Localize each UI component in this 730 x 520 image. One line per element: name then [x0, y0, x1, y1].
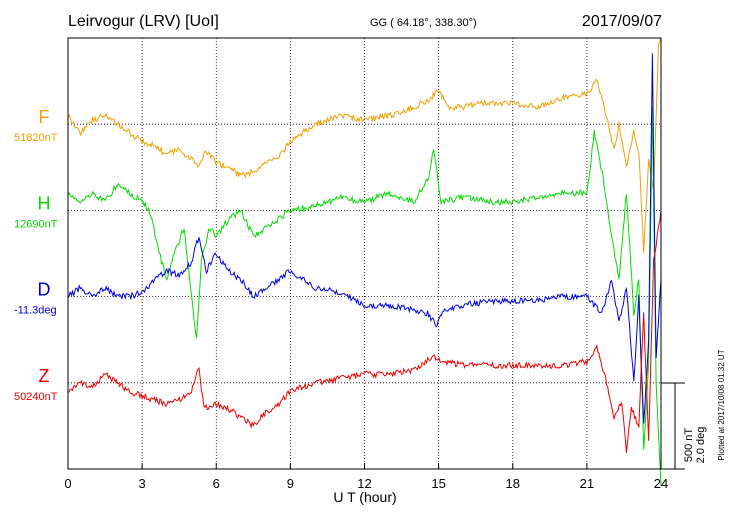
- x-tick-label: 18: [506, 476, 520, 491]
- x-tick-label: 6: [213, 476, 220, 491]
- series-baseline-d: -11.3deg: [14, 305, 57, 317]
- x-tick-label: 3: [139, 476, 146, 491]
- x-tick-label: 12: [357, 476, 371, 491]
- data-traces: [67, 37, 662, 487]
- scale-label-nt: 500 nT: [683, 428, 695, 463]
- series-baseline-z: 50240nT: [14, 391, 58, 403]
- series-name-z: Z: [39, 366, 50, 386]
- x-tick-label: 21: [580, 476, 594, 491]
- series-name-h: H: [38, 193, 51, 213]
- x-axis-label: U T (hour): [333, 489, 396, 505]
- x-tick-label: 24: [654, 476, 668, 491]
- grid-lines: [68, 38, 661, 469]
- series-baseline-h: 12690nT: [14, 218, 58, 230]
- series-line-d: [67, 53, 662, 424]
- scale-label-deg: 2.0 deg: [695, 427, 707, 464]
- x-axis-ticks: 0 3 6 9 12 15 18 21 24: [64, 463, 668, 491]
- chart-date: 2017/09/07: [582, 13, 662, 30]
- series-name-f: F: [39, 107, 50, 127]
- series-line-h: [67, 106, 662, 487]
- chart-station-title: Leirvogur (LRV) [UoI]: [68, 13, 219, 30]
- x-tick-label: 0: [64, 476, 71, 491]
- plotted-note: Plotted at 2017/10/08 01:32 UT: [717, 349, 726, 460]
- series-line-z: [67, 210, 662, 453]
- series-line-f: [67, 37, 662, 254]
- series-baseline-f: 51820nT: [14, 132, 58, 144]
- series-labels: F 51820nT H 12690nT D -11.3deg Z 50240nT: [14, 107, 58, 403]
- x-tick-label: 9: [287, 476, 294, 491]
- scale-bar: 500 nT 2.0 deg: [661, 382, 707, 470]
- series-name-d: D: [38, 280, 51, 300]
- x-tick-label: 15: [431, 476, 445, 491]
- chart-coords: GG ( 64.18°, 338.30°): [370, 17, 477, 29]
